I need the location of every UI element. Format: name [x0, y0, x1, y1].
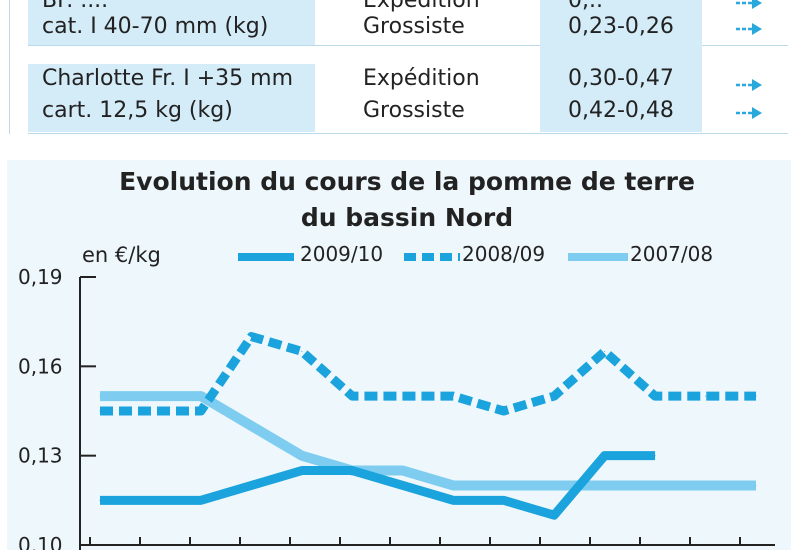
- legend-label: 2009/10: [300, 242, 384, 266]
- data-point: [200, 395, 202, 397]
- price-line: 0,..: [568, 0, 603, 13]
- legend-label: 2007/08: [630, 242, 714, 266]
- table-left-border: [9, 0, 10, 134]
- trend-arrow-icon: [735, 0, 763, 10]
- trend-arrow-icon: [735, 78, 763, 92]
- data-point: [654, 395, 656, 397]
- legend-item-2007-08: 2007/08: [566, 240, 746, 270]
- data-point: [250, 336, 252, 338]
- data-point: [149, 499, 151, 501]
- y-unit-label: en €/kg: [82, 243, 161, 267]
- data-point: [553, 484, 555, 486]
- y-tick-label: 0,10: [18, 533, 63, 550]
- data-point: [250, 484, 252, 486]
- data-point: [402, 395, 404, 397]
- data-point: [654, 484, 656, 486]
- data-point: [604, 350, 606, 352]
- data-point: [755, 395, 757, 397]
- product-line: BF. ....: [42, 0, 109, 13]
- data-point: [250, 425, 252, 427]
- y-tick-label: 0,16: [18, 354, 63, 378]
- data-point: [604, 455, 606, 457]
- data-point: [654, 455, 656, 457]
- price-line: 0,42-0,48: [568, 98, 674, 123]
- legend-label: 2008/09: [462, 242, 546, 266]
- data-point: [553, 395, 555, 397]
- data-point: [503, 499, 505, 501]
- data-point: [503, 410, 505, 412]
- legend-swatch: [404, 253, 460, 261]
- data-point: [755, 484, 757, 486]
- data-point: [200, 410, 202, 412]
- price-line: 0,23-0,26: [568, 14, 674, 39]
- chart-title-line-2: du bassin Nord: [300, 203, 514, 232]
- data-point: [351, 470, 353, 472]
- data-point: [604, 484, 606, 486]
- legend-swatch: [238, 253, 294, 261]
- price-cell-bg: [540, 0, 702, 45]
- data-point: [99, 410, 101, 412]
- data-point: [301, 350, 303, 352]
- market-line: Expédition: [363, 0, 480, 13]
- data-point: [149, 395, 151, 397]
- data-point: [301, 470, 303, 472]
- data-point: [200, 499, 202, 501]
- chart-title-line-1: Evolution du cours de la pomme de terre: [119, 167, 695, 196]
- product-cell-bg: [28, 0, 315, 45]
- data-point: [99, 395, 101, 397]
- product-line: cart. 12,5 kg (kg): [42, 98, 233, 123]
- trend-arrow-icon: [735, 22, 763, 36]
- y-tick-label: 0,13: [18, 444, 63, 468]
- product-line: Charlotte Fr. I +35 mm: [42, 66, 294, 91]
- row-divider: [28, 45, 788, 46]
- market-line: Grossiste: [363, 98, 465, 123]
- legend-swatch: [568, 253, 628, 261]
- price-line: 0,30-0,47: [568, 66, 674, 91]
- legend-item-2008-09: 2008/09: [402, 240, 582, 270]
- series-line-2007-08: [100, 391, 756, 491]
- price-table: BF. .... cat. I 40-70 mm (kg) Expédition…: [0, 0, 800, 140]
- data-point: [452, 395, 454, 397]
- market-line: Grossiste: [363, 14, 465, 39]
- data-point: [402, 470, 404, 472]
- data-point: [705, 484, 707, 486]
- data-point: [351, 395, 353, 397]
- data-point: [149, 410, 151, 412]
- data-point: [402, 484, 404, 486]
- market-line: Expédition: [363, 66, 480, 91]
- y-tick-label: 0,19: [18, 265, 63, 289]
- data-point: [503, 484, 505, 486]
- data-point: [452, 499, 454, 501]
- table-row-group: Charlotte Fr. I +35 mm cart. 12,5 kg (kg…: [0, 45, 800, 134]
- price-cell-bg: [540, 45, 702, 132]
- data-point: [553, 514, 555, 516]
- data-point: [452, 484, 454, 486]
- product-line: cat. I 40-70 mm (kg): [42, 14, 269, 39]
- data-point: [301, 455, 303, 457]
- product-cell-bg: [28, 64, 315, 132]
- legend-item-2009-10: 2009/10: [236, 240, 416, 270]
- table-row-group: BF. .... cat. I 40-70 mm (kg) Expédition…: [0, 0, 800, 48]
- data-point: [99, 499, 101, 501]
- series-line-2008-09: [100, 332, 756, 416]
- trend-arrow-icon: [735, 106, 763, 120]
- series-line-2009-10: [100, 451, 656, 520]
- table-bottom-border: [28, 133, 788, 134]
- data-point: [705, 395, 707, 397]
